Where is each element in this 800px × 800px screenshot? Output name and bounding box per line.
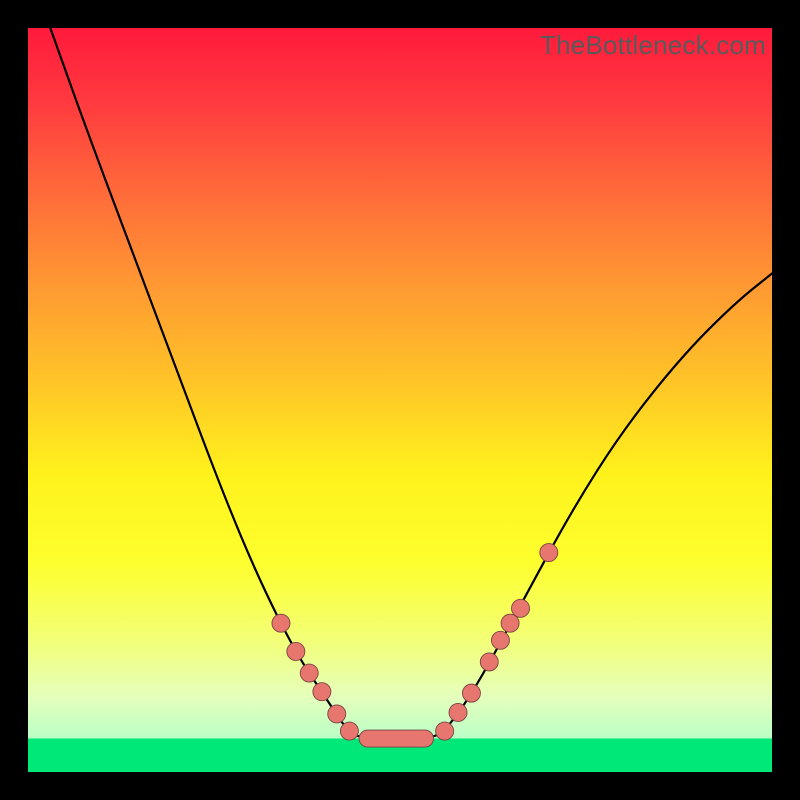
data-point-marker: [480, 653, 498, 671]
data-point-marker: [300, 664, 318, 682]
data-point-marker: [512, 599, 530, 617]
data-point-marker: [287, 642, 305, 660]
data-point-marker: [313, 683, 331, 701]
data-point-marker: [449, 703, 467, 721]
valley-capsule-marker: [359, 730, 433, 747]
chart-svg: [28, 28, 772, 772]
data-point-marker: [328, 705, 346, 723]
data-point-marker: [462, 684, 480, 702]
data-point-marker: [272, 614, 290, 632]
plot-area: TheBottleneck.com: [28, 28, 772, 772]
watermark-text: TheBottleneck.com: [540, 30, 766, 61]
data-point-marker: [491, 631, 509, 649]
gradient-background: [28, 28, 772, 772]
data-point-marker: [501, 614, 519, 632]
data-point-marker: [340, 722, 358, 740]
data-point-marker: [540, 544, 558, 562]
outer-frame: TheBottleneck.com: [0, 0, 800, 800]
data-point-marker: [436, 722, 454, 740]
